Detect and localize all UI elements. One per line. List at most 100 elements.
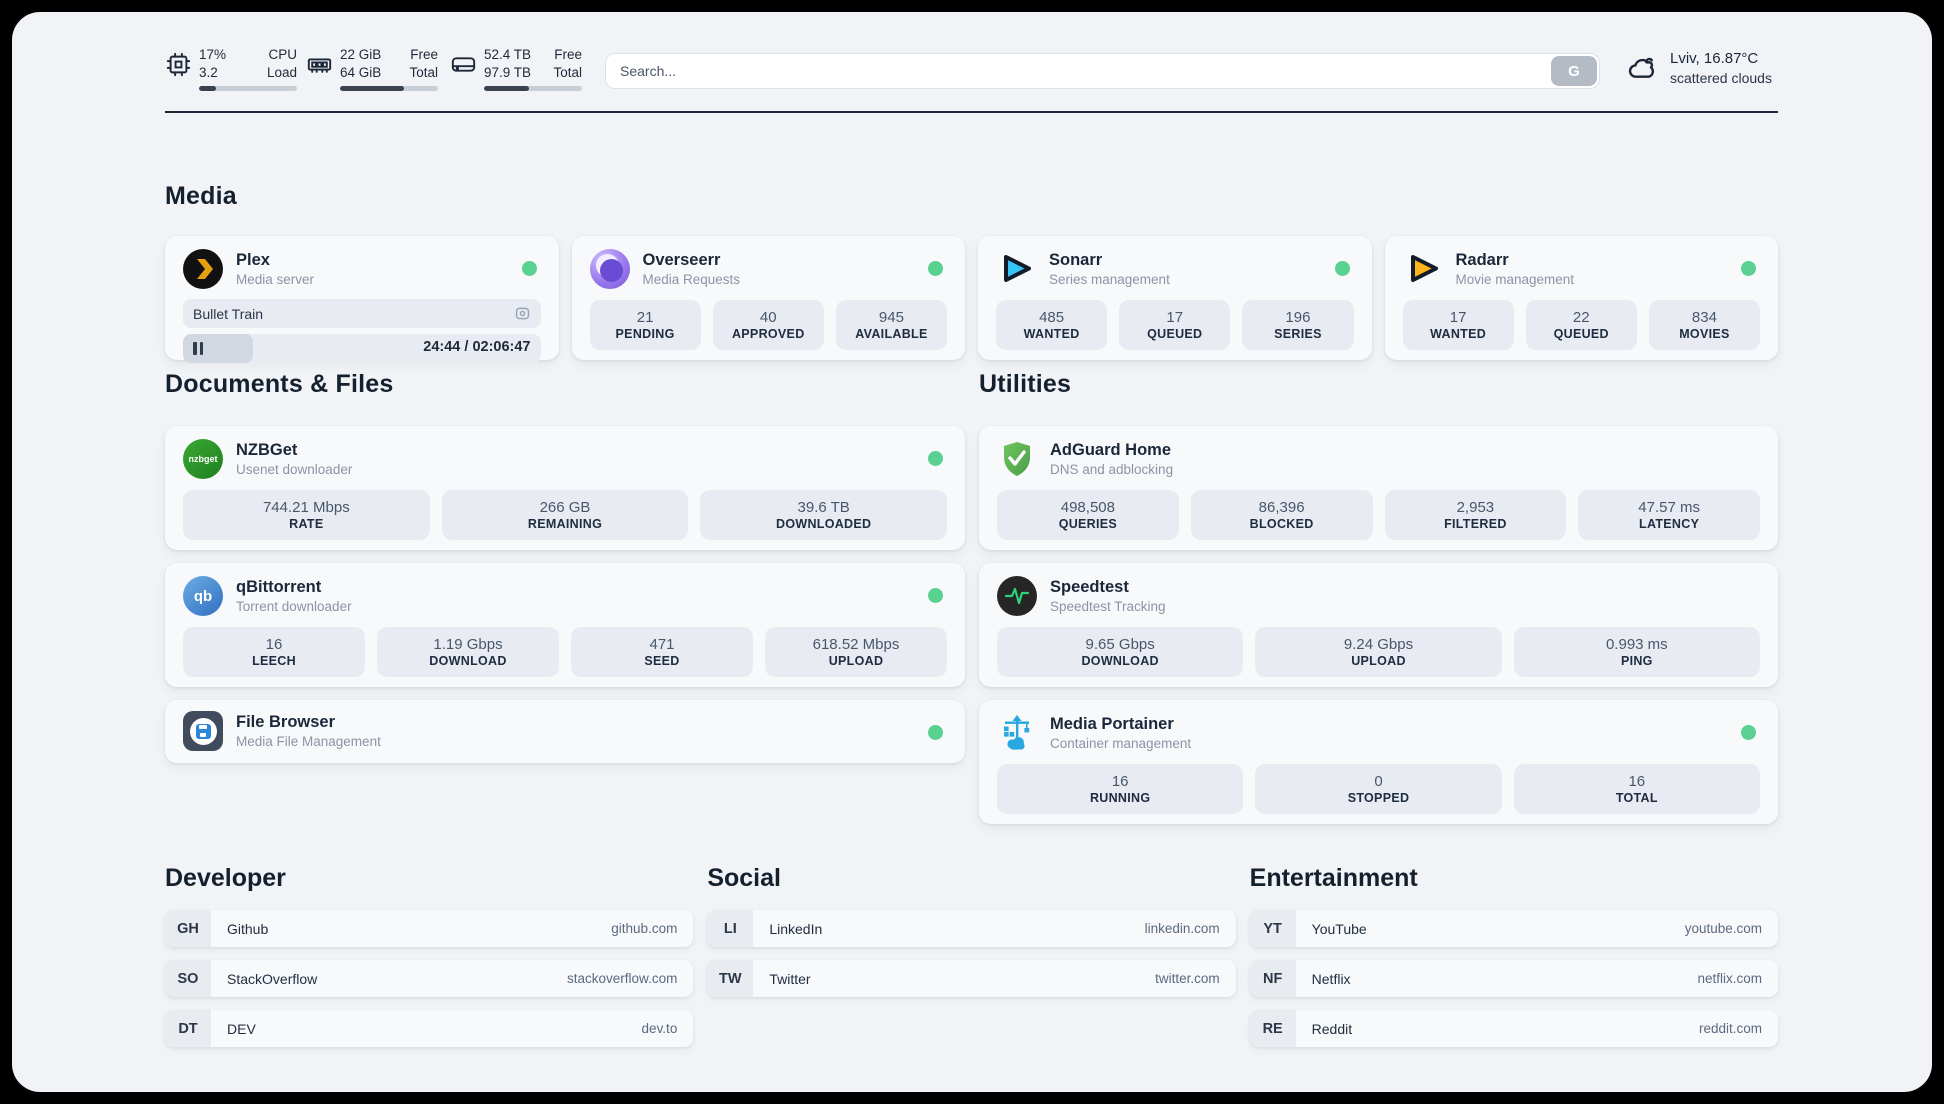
- bookmark-name: Github: [227, 920, 269, 937]
- app-subtitle: Speedtest Tracking: [1050, 598, 1166, 614]
- search-input[interactable]: [606, 54, 1599, 88]
- stat-series: 196 SERIES: [1242, 300, 1354, 350]
- app-card-sonarr[interactable]: Sonarr Series management 485 WANTED 17 QUE…: [978, 236, 1372, 360]
- bookmark-name: StackOverflow: [227, 970, 318, 987]
- cloud-icon: [1628, 57, 1654, 78]
- sonarr-icon: [996, 249, 1036, 289]
- stat-downloaded: 39.6 TB DOWNLOADED: [700, 490, 948, 540]
- section-title-developer: Developer: [165, 864, 286, 892]
- plex-icon: [183, 249, 223, 289]
- app-name: Speedtest: [1050, 578, 1129, 597]
- stat-filtered: 2,953 FILTERED: [1384, 490, 1567, 540]
- stat-approved: 40 APPROVED: [712, 300, 824, 350]
- documents-section: nzbget NZBGet Usenet downloader 744.21 M…: [165, 426, 965, 763]
- stat-rate: 744.21 Mbps RATE: [183, 490, 430, 540]
- section-title-utilities: Utilities: [979, 370, 1072, 398]
- status-dot: [928, 261, 943, 276]
- app-subtitle: Series management: [1049, 271, 1170, 287]
- media-section: Plex Media server Bullet Train 24:44 / 0…: [165, 236, 1778, 363]
- stat-latency: 47.57 ms LATENCY: [1578, 490, 1760, 540]
- portainer-icon: [997, 713, 1037, 753]
- section-title-social: Social: [707, 864, 781, 892]
- now-playing-row: Bullet Train: [183, 299, 541, 328]
- bookmark-url: youtube.com: [1684, 921, 1762, 936]
- utilities-section: AdGuard Home DNS and adblocking 498,508 Q…: [979, 426, 1778, 824]
- search-engine-button[interactable]: G: [1551, 56, 1597, 86]
- stat-upload: 9.24 Gbps UPLOAD: [1255, 627, 1502, 677]
- cpu-load-label: Load: [266, 64, 297, 80]
- bookmark-abbr: DT: [165, 1010, 211, 1047]
- bookmark-abbr: GH: [165, 910, 211, 947]
- app-card-speedtest[interactable]: Speedtest Speedtest Tracking 9.65 Gbps DO…: [979, 563, 1778, 687]
- stat-seed: 471 SEED: [571, 627, 753, 677]
- stat-remaining: 266 GB REMAINING: [441, 490, 689, 540]
- bookmark-youtube[interactable]: YT YouTube youtube.com: [1249, 910, 1778, 947]
- bookmark-group-developer: Developer GH Github github.com SO StackO…: [165, 864, 694, 1047]
- adguard-icon: [997, 439, 1037, 479]
- app-name: NZBGet: [236, 441, 298, 460]
- stat-upload: 618.52 Mbps UPLOAD: [765, 627, 947, 677]
- app-name: Sonarr: [1049, 251, 1103, 270]
- ram-free-value: 22 GiB: [340, 47, 382, 62]
- section-title-media: Media: [165, 182, 237, 210]
- stat-total: 16 TOTAL: [1513, 764, 1760, 814]
- bookmark-netflix[interactable]: NF Netflix netflix.com: [1249, 960, 1778, 997]
- cpu-stat: 17% 3.2 CPU Load: [165, 46, 297, 91]
- pause-button[interactable]: [193, 342, 203, 355]
- bookmark-name: YouTube: [1311, 920, 1367, 937]
- cpu-label: CPU: [268, 47, 297, 62]
- app-card-overseerr[interactable]: Overseerr Media Requests 21 PENDING 40 APP…: [571, 236, 965, 360]
- status-dot: [1741, 261, 1756, 276]
- bookmark-abbr: LI: [707, 910, 754, 947]
- status-dot: [1334, 261, 1350, 276]
- app-subtitle: Torrent downloader: [236, 598, 352, 614]
- stat-ping: 0.993 ms PING: [1513, 627, 1760, 677]
- app-card-nzbget[interactable]: nzbget NZBGet Usenet downloader 744.21 M…: [165, 426, 965, 550]
- bookmark-github[interactable]: GH Github github.com: [165, 910, 694, 947]
- filebrowser-icon: [183, 711, 223, 751]
- app-subtitle: Usenet downloader: [236, 461, 353, 477]
- stat-blocked: 86,396 BLOCKED: [1190, 490, 1373, 540]
- cpu-usage-value: 17%: [199, 47, 227, 62]
- section-title-entertainment: Entertainment: [1249, 864, 1418, 892]
- app-name: File Browser: [236, 713, 336, 732]
- app-subtitle: Media Requests: [642, 271, 741, 287]
- status-dot: [928, 588, 943, 603]
- stat-wanted: 17 WANTED: [1402, 300, 1514, 350]
- bookmark-twitter[interactable]: TW Twitter twitter.com: [707, 960, 1236, 997]
- bookmark-linkedin[interactable]: LI LinkedIn linkedin.com: [707, 910, 1236, 947]
- bookmark-dev[interactable]: DT DEV dev.to: [165, 1010, 694, 1047]
- app-subtitle: Container management: [1050, 735, 1192, 751]
- app-card-radarr[interactable]: Radarr Movie management 17 WANTED 22 QUEUE…: [1384, 236, 1778, 360]
- stat-queries: 498,508 QUERIES: [997, 490, 1179, 540]
- now-playing-title: Bullet Train: [193, 305, 264, 322]
- bookmark-stackoverflow[interactable]: SO StackOverflow stackoverflow.com: [165, 960, 694, 997]
- now-playing-icon[interactable]: [514, 305, 531, 322]
- stat-available: 945 AVAILABLE: [835, 300, 948, 350]
- bookmark-reddit[interactable]: RE Reddit reddit.com: [1249, 1010, 1778, 1047]
- app-card-filebrowser[interactable]: File Browser Media File Management: [165, 700, 965, 763]
- bookmark-group-social: Social LI LinkedIn linkedin.com TW Twitt…: [707, 864, 1236, 1047]
- stat-wanted: 485 WANTED: [996, 300, 1108, 350]
- app-card-portainer[interactable]: Media Portainer Container management 16 R…: [979, 700, 1778, 824]
- bookmark-url: linkedin.com: [1144, 921, 1220, 936]
- bookmarks-section: Developer GH Github github.com SO StackO…: [165, 864, 1778, 1047]
- bookmark-name: Netflix: [1311, 970, 1351, 987]
- app-subtitle: Movie management: [1455, 271, 1575, 287]
- stat-movies: 834 MOVIES: [1648, 300, 1761, 350]
- stat-queued: 22 QUEUED: [1525, 300, 1637, 350]
- qbittorrent-icon: qb: [183, 576, 223, 616]
- bookmark-group-entertainment: Entertainment YT YouTube youtube.com NF …: [1249, 864, 1778, 1047]
- bookmark-url: github.com: [611, 921, 678, 936]
- app-card-qbittorrent[interactable]: qb qBittorrent Torrent downloader 16 LEEC…: [165, 563, 965, 687]
- bookmark-name: Twitter: [769, 970, 811, 987]
- stat-download: 9.65 Gbps DOWNLOAD: [997, 627, 1244, 677]
- app-name: Plex: [236, 251, 270, 270]
- status-dot: [928, 725, 943, 740]
- disk-total-value: 97.9 TB: [484, 64, 532, 80]
- app-card-plex[interactable]: Plex Media server Bullet Train 24:44 / 0…: [165, 236, 559, 363]
- bookmark-abbr: SO: [165, 960, 211, 997]
- app-card-adguard[interactable]: AdGuard Home DNS and adblocking 498,508 Q…: [979, 426, 1778, 550]
- header: 17% 3.2 CPU Load 22 GiB 64 GiB Free Total: [165, 40, 1778, 96]
- weather-location-temp: Lviv, 16.87°C: [1670, 50, 1759, 67]
